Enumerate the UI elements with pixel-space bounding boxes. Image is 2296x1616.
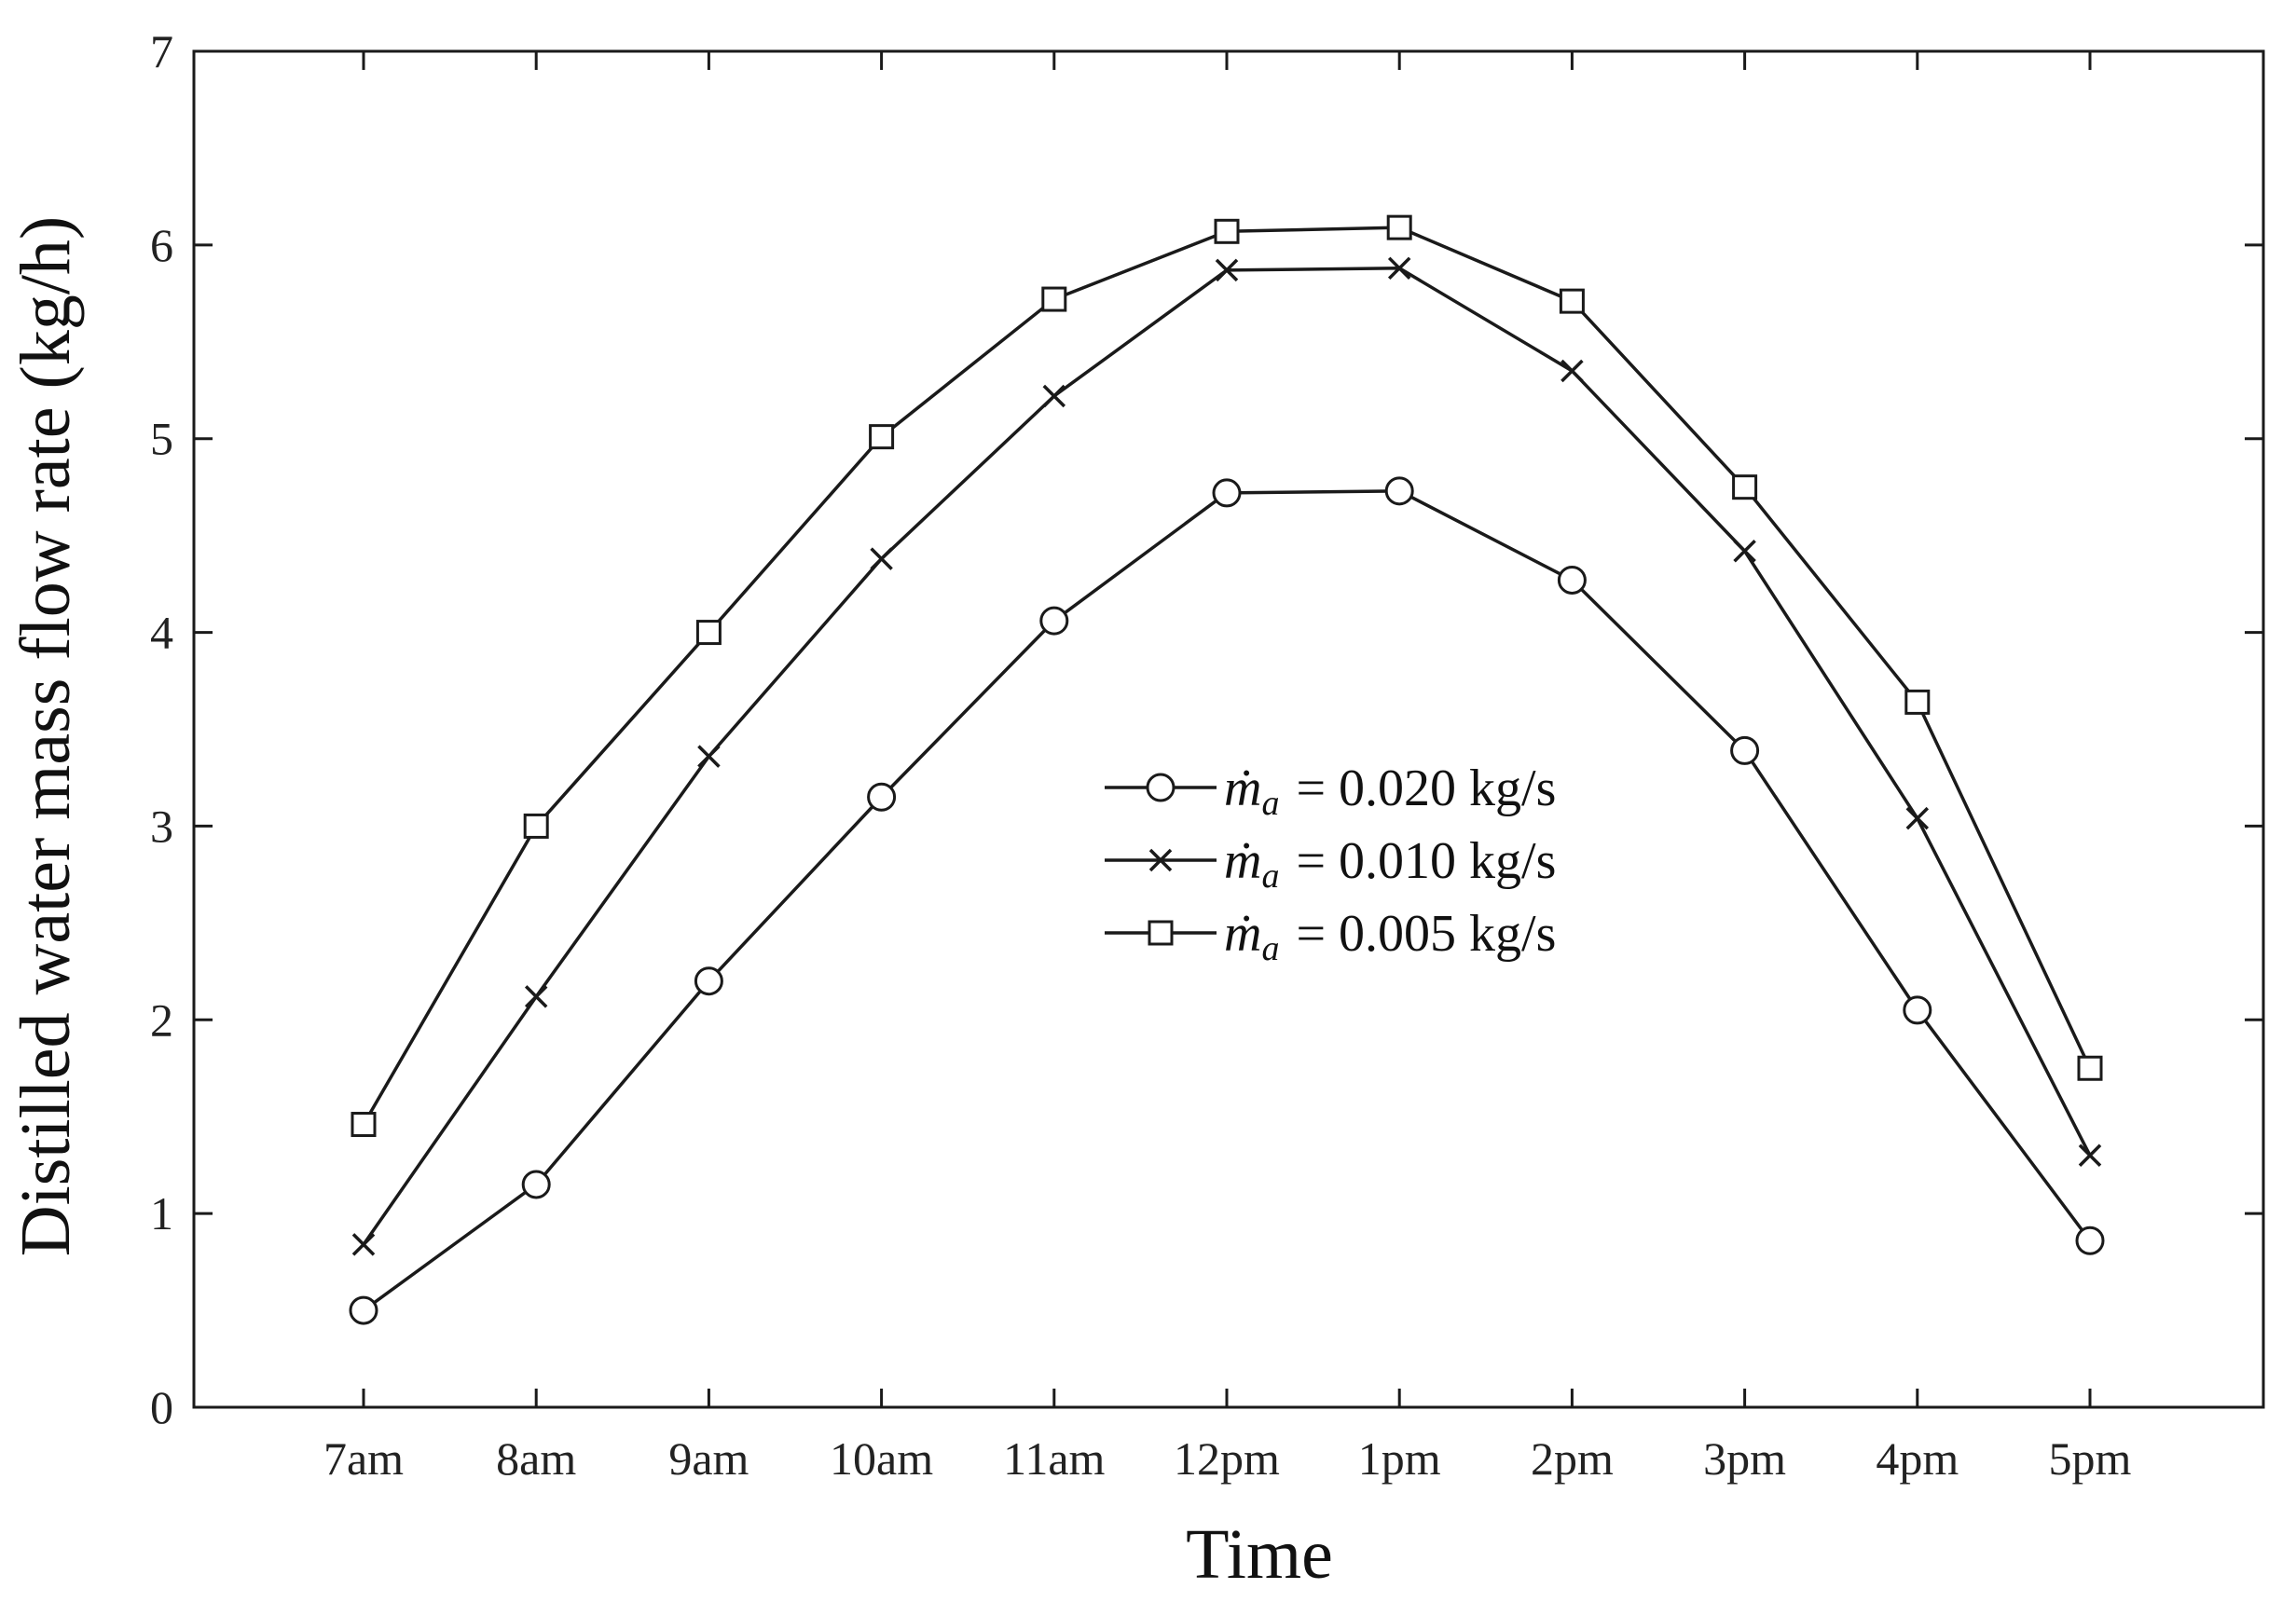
data-point-x xyxy=(1560,359,1584,383)
data-point-circle xyxy=(867,782,897,812)
legend-subscript: a xyxy=(1261,856,1279,896)
data-point-square xyxy=(1214,218,1240,244)
data-point-circle xyxy=(1557,565,1587,595)
data-point-square xyxy=(1732,474,1758,500)
data-point-x xyxy=(870,547,893,570)
legend-label: ṁa = 0.010 kg/s xyxy=(1224,832,1556,896)
x-tick-label: 5pm xyxy=(2049,1432,2132,1485)
data-point-circle xyxy=(349,1295,378,1325)
data-point-square xyxy=(351,1112,377,1138)
data-point-x xyxy=(1042,384,1066,408)
x-axis: 7am 8am 9am 10am 11am 12pm 1pm 2pm 3pm 4pm 5pm xyxy=(323,51,2132,1485)
data-point-circle xyxy=(2075,1226,2105,1255)
y-tick-label: 2 xyxy=(150,993,173,1046)
legend-value: = 0.010 kg/s xyxy=(1296,832,1556,890)
legend: ṁa = 0.020 kg/sṁa = 0.010 kg/sṁa = 0.005 kg… xyxy=(1105,760,1556,968)
x-tick-label: 2pm xyxy=(1531,1432,1614,1485)
data-point-x xyxy=(2078,1144,2102,1168)
legend-item-1: ṁa = 0.020 kg/s xyxy=(1105,760,1556,823)
data-point-circle xyxy=(1039,606,1069,636)
series-3 xyxy=(351,214,2103,1138)
legend-value: = 0.020 kg/s xyxy=(1296,760,1556,817)
legend-subscript: a xyxy=(1261,784,1279,823)
x-tick-label: 11am xyxy=(1003,1432,1105,1485)
y-tick-label: 7 xyxy=(150,25,173,77)
x-tick-label: 1pm xyxy=(1358,1432,1441,1485)
y-tick-label: 4 xyxy=(150,607,173,659)
data-point-circle xyxy=(1212,478,1242,508)
data-point-circle xyxy=(521,1170,551,1199)
series-1 xyxy=(349,476,2105,1325)
legend-label: ṁa = 0.020 kg/s xyxy=(1224,760,1556,823)
data-point-square xyxy=(2077,1055,2103,1081)
legend-label: ṁa = 0.005 kg/s xyxy=(1224,905,1556,968)
x-tick-label: 10am xyxy=(830,1432,933,1485)
data-point-square xyxy=(869,424,895,450)
plot-area-border xyxy=(192,49,2265,1409)
x-tick-label: 9am xyxy=(668,1432,749,1485)
legend-subscript: a xyxy=(1261,929,1279,968)
legend-value: = 0.005 kg/s xyxy=(1296,905,1556,963)
series-group xyxy=(349,214,2105,1325)
data-point-square xyxy=(523,813,549,839)
legend-var: ṁ xyxy=(1224,905,1261,963)
data-point-x xyxy=(351,1233,376,1256)
y-tick-label: 6 xyxy=(150,219,173,271)
y-tick-label: 3 xyxy=(150,800,173,852)
legend-var: ṁ xyxy=(1224,760,1261,817)
legend-marker-x xyxy=(1148,848,1173,872)
data-point-x xyxy=(697,745,721,768)
x-tick-label: 7am xyxy=(323,1432,404,1485)
legend-item-2: ṁa = 0.010 kg/s xyxy=(1105,832,1556,896)
data-point-x xyxy=(1387,256,1411,281)
data-point-square xyxy=(1386,214,1412,240)
y-axis-title: Distilled water mass flow rate (kg/h) xyxy=(7,216,85,1256)
y-axis: 0 1 2 3 4 5 6 7 xyxy=(150,25,2263,1433)
x-axis-title: Time xyxy=(1186,1515,1333,1594)
data-point-x xyxy=(1733,540,1756,563)
legend-var: ṁ xyxy=(1224,832,1261,890)
data-point-x xyxy=(1215,258,1239,282)
data-point-circle xyxy=(1730,735,1760,765)
data-point-square xyxy=(1041,286,1067,312)
legend-marker-circle xyxy=(1146,773,1175,802)
y-tick-label: 5 xyxy=(150,413,173,465)
x-tick-label: 4pm xyxy=(1876,1432,1959,1485)
y-tick-label: 1 xyxy=(150,1187,173,1239)
y-tick-label: 0 xyxy=(150,1381,173,1433)
data-point-x xyxy=(1905,806,1930,830)
legend-item-3: ṁa = 0.005 kg/s xyxy=(1105,905,1556,968)
data-point-circle xyxy=(1384,476,1414,506)
series-2 xyxy=(351,256,2102,1256)
legend-marker-square xyxy=(1148,920,1174,946)
data-point-circle xyxy=(694,966,723,996)
data-point-square xyxy=(1904,689,1931,715)
data-point-x xyxy=(524,985,548,1008)
plot-frame xyxy=(192,49,2265,1409)
data-point-square xyxy=(695,620,722,646)
data-point-square xyxy=(1559,288,1585,314)
x-tick-label: 3pm xyxy=(1703,1432,1786,1485)
x-tick-label: 8am xyxy=(496,1432,576,1485)
x-tick-label: 12pm xyxy=(1174,1432,1280,1485)
data-point-circle xyxy=(1903,995,1932,1025)
